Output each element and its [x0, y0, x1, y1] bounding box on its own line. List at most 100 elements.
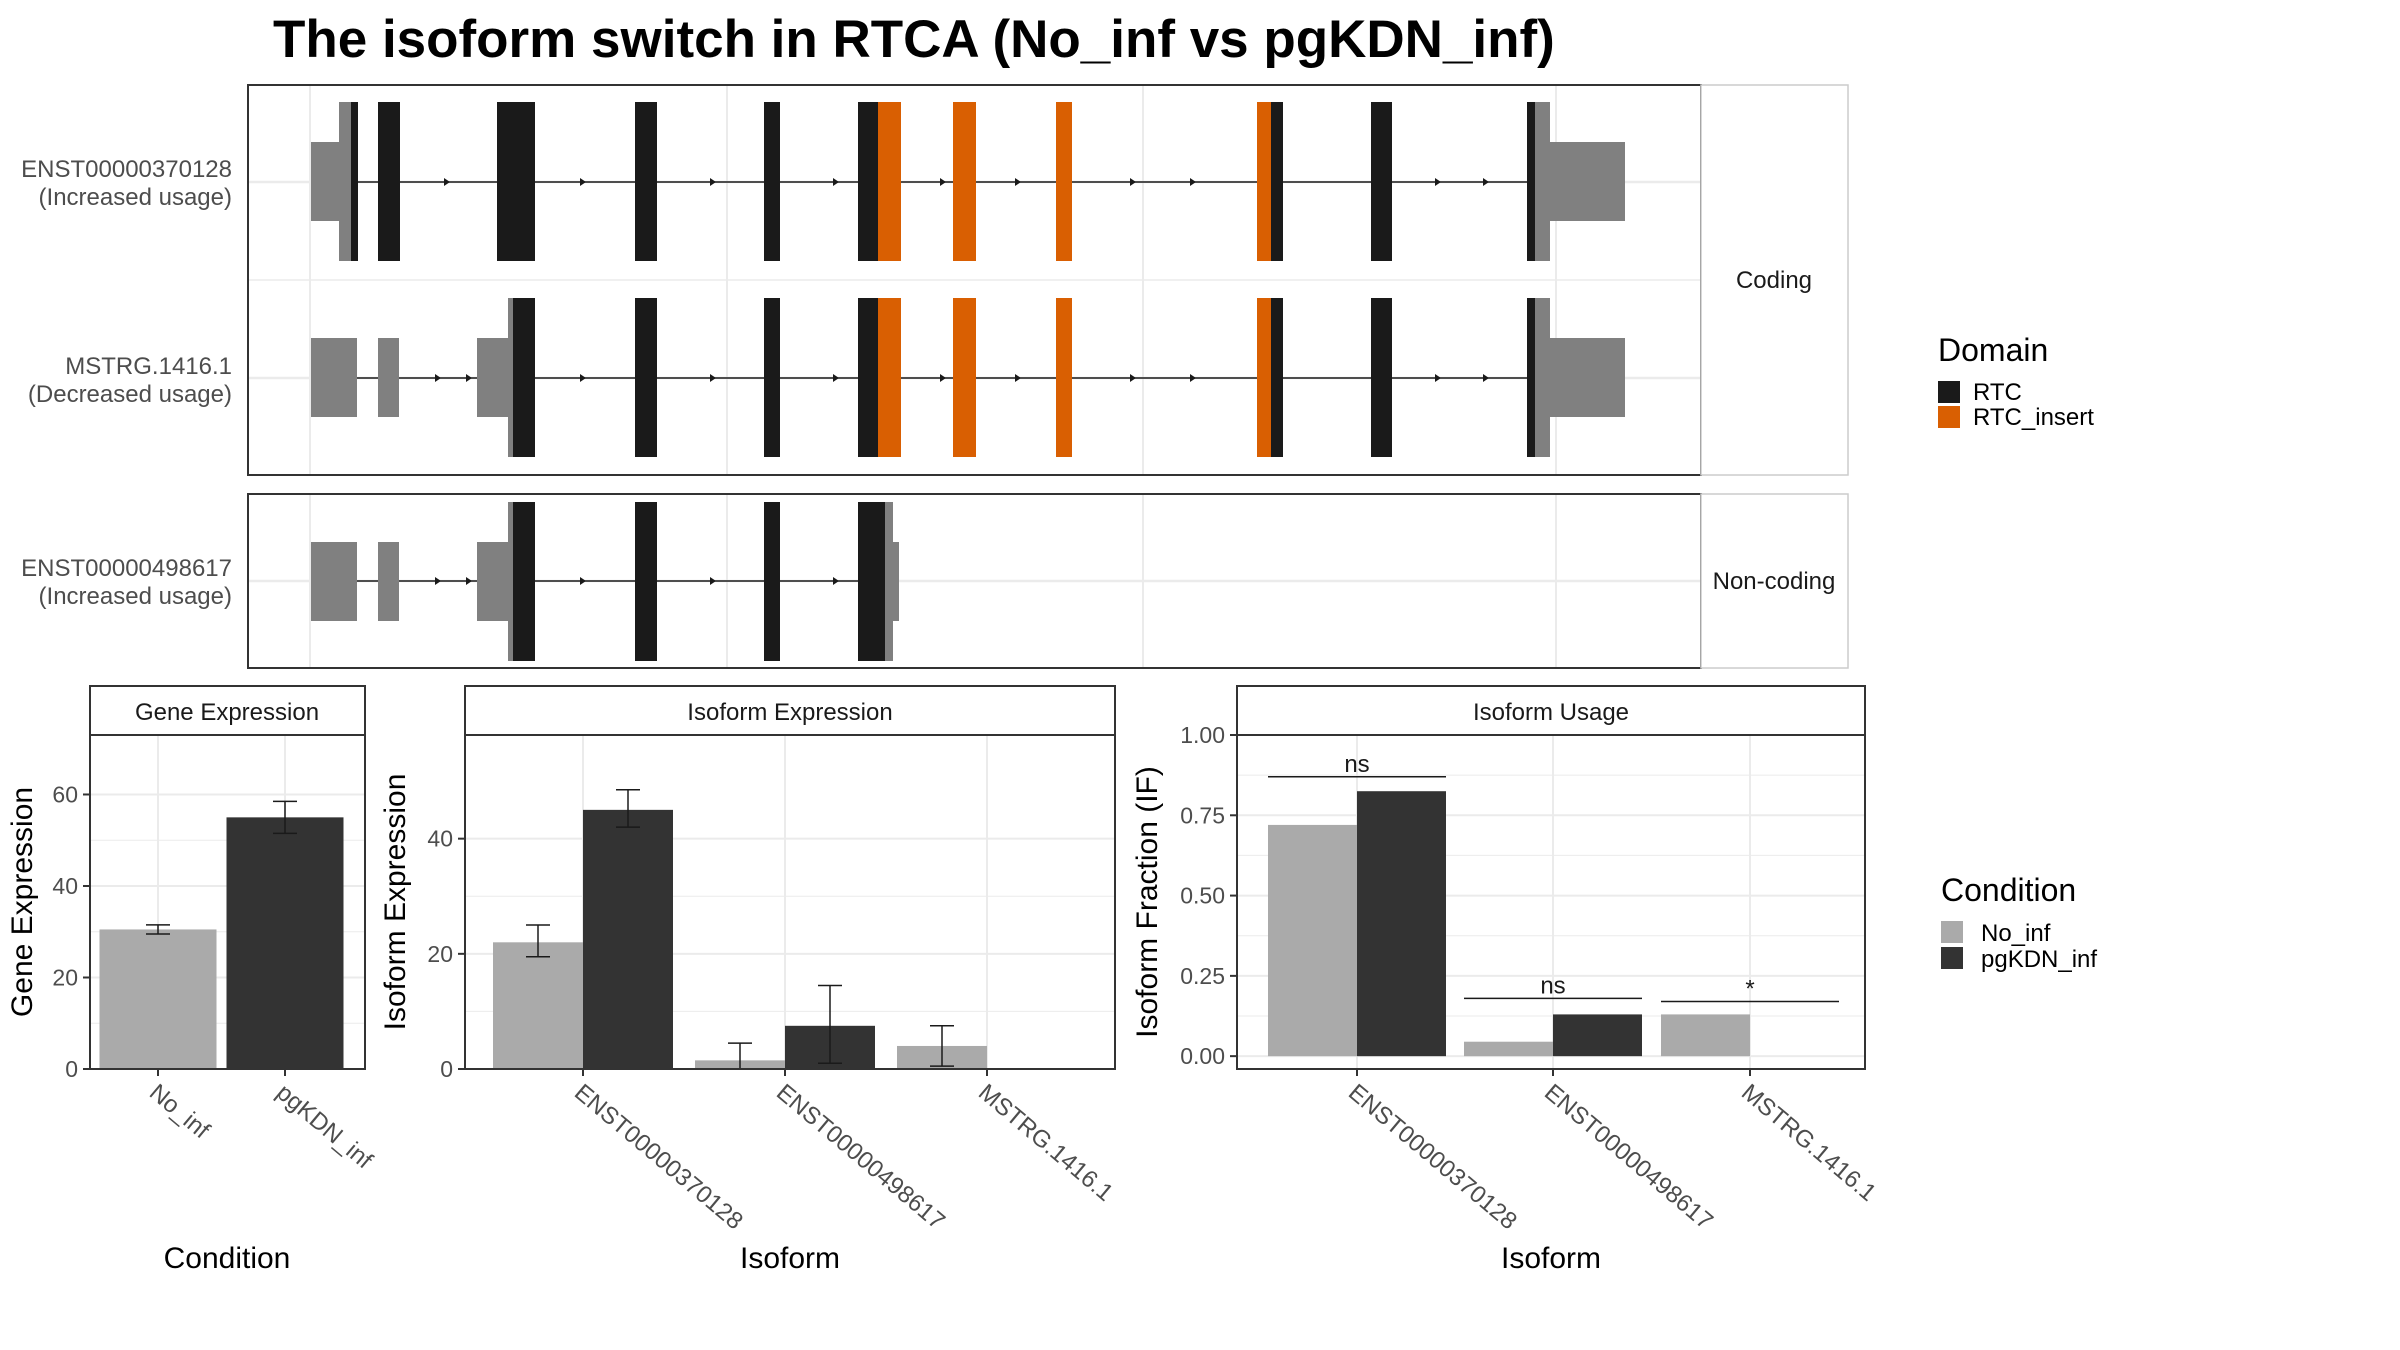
cds-exon: [764, 102, 780, 261]
cds-exon: [635, 298, 657, 457]
utr-exon: [1549, 142, 1625, 221]
cds-exon: [513, 298, 535, 457]
significance-label: ns: [1540, 972, 1565, 999]
isoform-track-enst370128: [311, 102, 1625, 261]
strip-label: Isoform Usage: [1473, 699, 1629, 726]
cds-exon: [1527, 102, 1535, 261]
legend-swatch-rtc-insert: [1938, 406, 1960, 428]
cds-exon: [1271, 102, 1283, 261]
y-tick-label: 1.00: [1180, 722, 1225, 748]
cds-exon: [1527, 298, 1535, 457]
y-axis-title: Gene Expression: [6, 787, 39, 1017]
utr-exon: [339, 102, 352, 261]
x-axis-ticks: ENST00000370128 ENST00000498617 MSTRG.1416…: [569, 1069, 1118, 1235]
domain-legend: Domain RTC RTC_insert: [1938, 332, 2094, 431]
isoform-label-id: ENST00000498617: [21, 555, 232, 582]
y-tick-label: 0: [65, 1056, 78, 1082]
bar-No_inf: [1661, 1014, 1750, 1057]
bars: [99, 800, 344, 1069]
utr-exon: [378, 542, 399, 621]
utr-exon: [1535, 298, 1550, 457]
legend-swatch-no-inf: [1941, 921, 1963, 943]
legend-label-pgkdn-inf: pgKDN_inf: [1981, 946, 2097, 973]
figure-title: The isoform switch in RTCA (No_inf vs pg…: [273, 10, 1555, 69]
y-axis-ticks: 0.00 0.25 0.50 0.75 1.00: [1180, 722, 1237, 1069]
rtc-insert-exon: [1056, 298, 1072, 457]
cds-exon: [351, 102, 358, 261]
cds-exon: [764, 502, 780, 661]
bar: [99, 929, 217, 1069]
bars: ns ns *: [1268, 751, 1839, 1057]
intron-arrows: [444, 178, 1489, 186]
utr-exon: [508, 502, 514, 661]
y-tick-label: 40: [427, 826, 453, 852]
bar-No_inf: [1464, 1041, 1553, 1057]
bar-pgKDN_inf: [1357, 791, 1446, 1057]
utr-exon: [477, 542, 510, 621]
rtc-insert-exon: [1257, 298, 1271, 457]
legend-swatch-pgkdn-inf: [1941, 947, 1963, 969]
x-tick-label: MSTRG.1416.1: [1736, 1079, 1881, 1207]
cds-exon: [635, 102, 657, 261]
x-tick-label: No_inf: [144, 1079, 215, 1144]
utr-exon: [892, 542, 899, 621]
legend-swatch-rtc: [1938, 381, 1960, 403]
strip-label: Gene Expression: [135, 699, 319, 726]
cds-exon: [1271, 298, 1283, 457]
cds-exon: [764, 298, 780, 457]
y-tick-label: 0: [440, 1056, 453, 1082]
bars: [493, 788, 1044, 1070]
utr-exon: [311, 542, 357, 621]
bar-pgKDN_inf: [1553, 1014, 1642, 1057]
bar: [226, 817, 344, 1069]
cds-exon: [858, 102, 878, 261]
x-tick-label: pgKDN_inf: [271, 1079, 378, 1175]
utr-exon: [477, 338, 510, 417]
utr-exon: [885, 502, 893, 661]
y-tick-label: 20: [52, 964, 78, 990]
utr-exon: [1535, 102, 1550, 261]
x-tick-label: ENST00000498617: [771, 1079, 950, 1235]
bar-pgKDN_inf: [583, 809, 673, 1069]
structure-coding-panel: Coding: [247, 84, 1849, 476]
rtc-insert-exon: [878, 298, 901, 457]
legend-label-rtc-insert: RTC_insert: [1973, 404, 2094, 431]
significance-label: ns: [1344, 751, 1369, 778]
utr-exon: [1549, 338, 1625, 417]
rtc-insert-exon: [878, 102, 901, 261]
cds-exon: [513, 502, 535, 661]
isoform-label-usage: (Decreased usage): [28, 381, 232, 408]
x-axis-ticks: No_inf pgKDN_inf: [144, 1069, 378, 1174]
strip-coding: [1700, 84, 1849, 476]
y-tick-label: 0.75: [1180, 802, 1225, 828]
strip-bg: [89, 685, 366, 736]
bar-No_inf: [1268, 824, 1357, 1057]
panel-isoform-usage: ns ns * Isoform Usage 0.00 0.25 0.50 0.75 1.00…: [1131, 685, 1881, 1275]
legend-label-no-inf: No_inf: [1981, 920, 2051, 947]
x-tick-label: ENST00000370128: [569, 1079, 748, 1235]
x-axis-title: Isoform: [740, 1242, 840, 1275]
y-tick-label: 0.00: [1180, 1043, 1225, 1069]
utr-exon: [311, 338, 357, 417]
domain-legend-title: Domain: [1938, 332, 2048, 368]
isoform-label-usage: (Increased usage): [39, 184, 232, 211]
x-axis-title: Condition: [164, 1242, 291, 1275]
y-tick-label: 40: [52, 873, 78, 899]
x-tick-label: MSTRG.1416.1: [973, 1079, 1118, 1207]
rtc-insert-exon: [953, 102, 976, 261]
y-axis-title: Isoform Fraction (IF): [1131, 766, 1164, 1038]
isoform-labels: ENST00000370128 (Increased usage) MSTRG.…: [21, 156, 232, 610]
y-axis-title: Isoform Expression: [379, 774, 412, 1031]
utr-exon: [508, 298, 514, 457]
rtc-insert-exon: [1056, 102, 1072, 261]
x-axis-ticks: ENST00000370128 ENST00000498617 MSTRG.1416…: [1343, 1069, 1881, 1235]
y-tick-label: 0.50: [1180, 883, 1225, 909]
significance-label: *: [1745, 976, 1754, 1003]
utr-exon: [378, 338, 399, 417]
intron-arrows: [435, 374, 1489, 382]
utr-exon: [311, 142, 340, 221]
strip-bg: [464, 685, 1116, 736]
x-tick-label: ENST00000498617: [1539, 1079, 1718, 1235]
x-tick-label: ENST00000370128: [1343, 1079, 1522, 1235]
